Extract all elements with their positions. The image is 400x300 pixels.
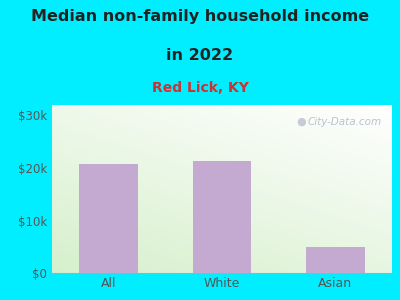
Bar bbox=[306, 247, 365, 273]
Text: Red Lick, KY: Red Lick, KY bbox=[152, 81, 248, 95]
Bar bbox=[192, 161, 252, 273]
Bar bbox=[79, 164, 138, 273]
Text: City-Data.com: City-Data.com bbox=[308, 117, 382, 127]
Text: ●: ● bbox=[297, 117, 306, 127]
Text: Median non-family household income: Median non-family household income bbox=[31, 9, 369, 24]
Text: in 2022: in 2022 bbox=[166, 48, 234, 63]
